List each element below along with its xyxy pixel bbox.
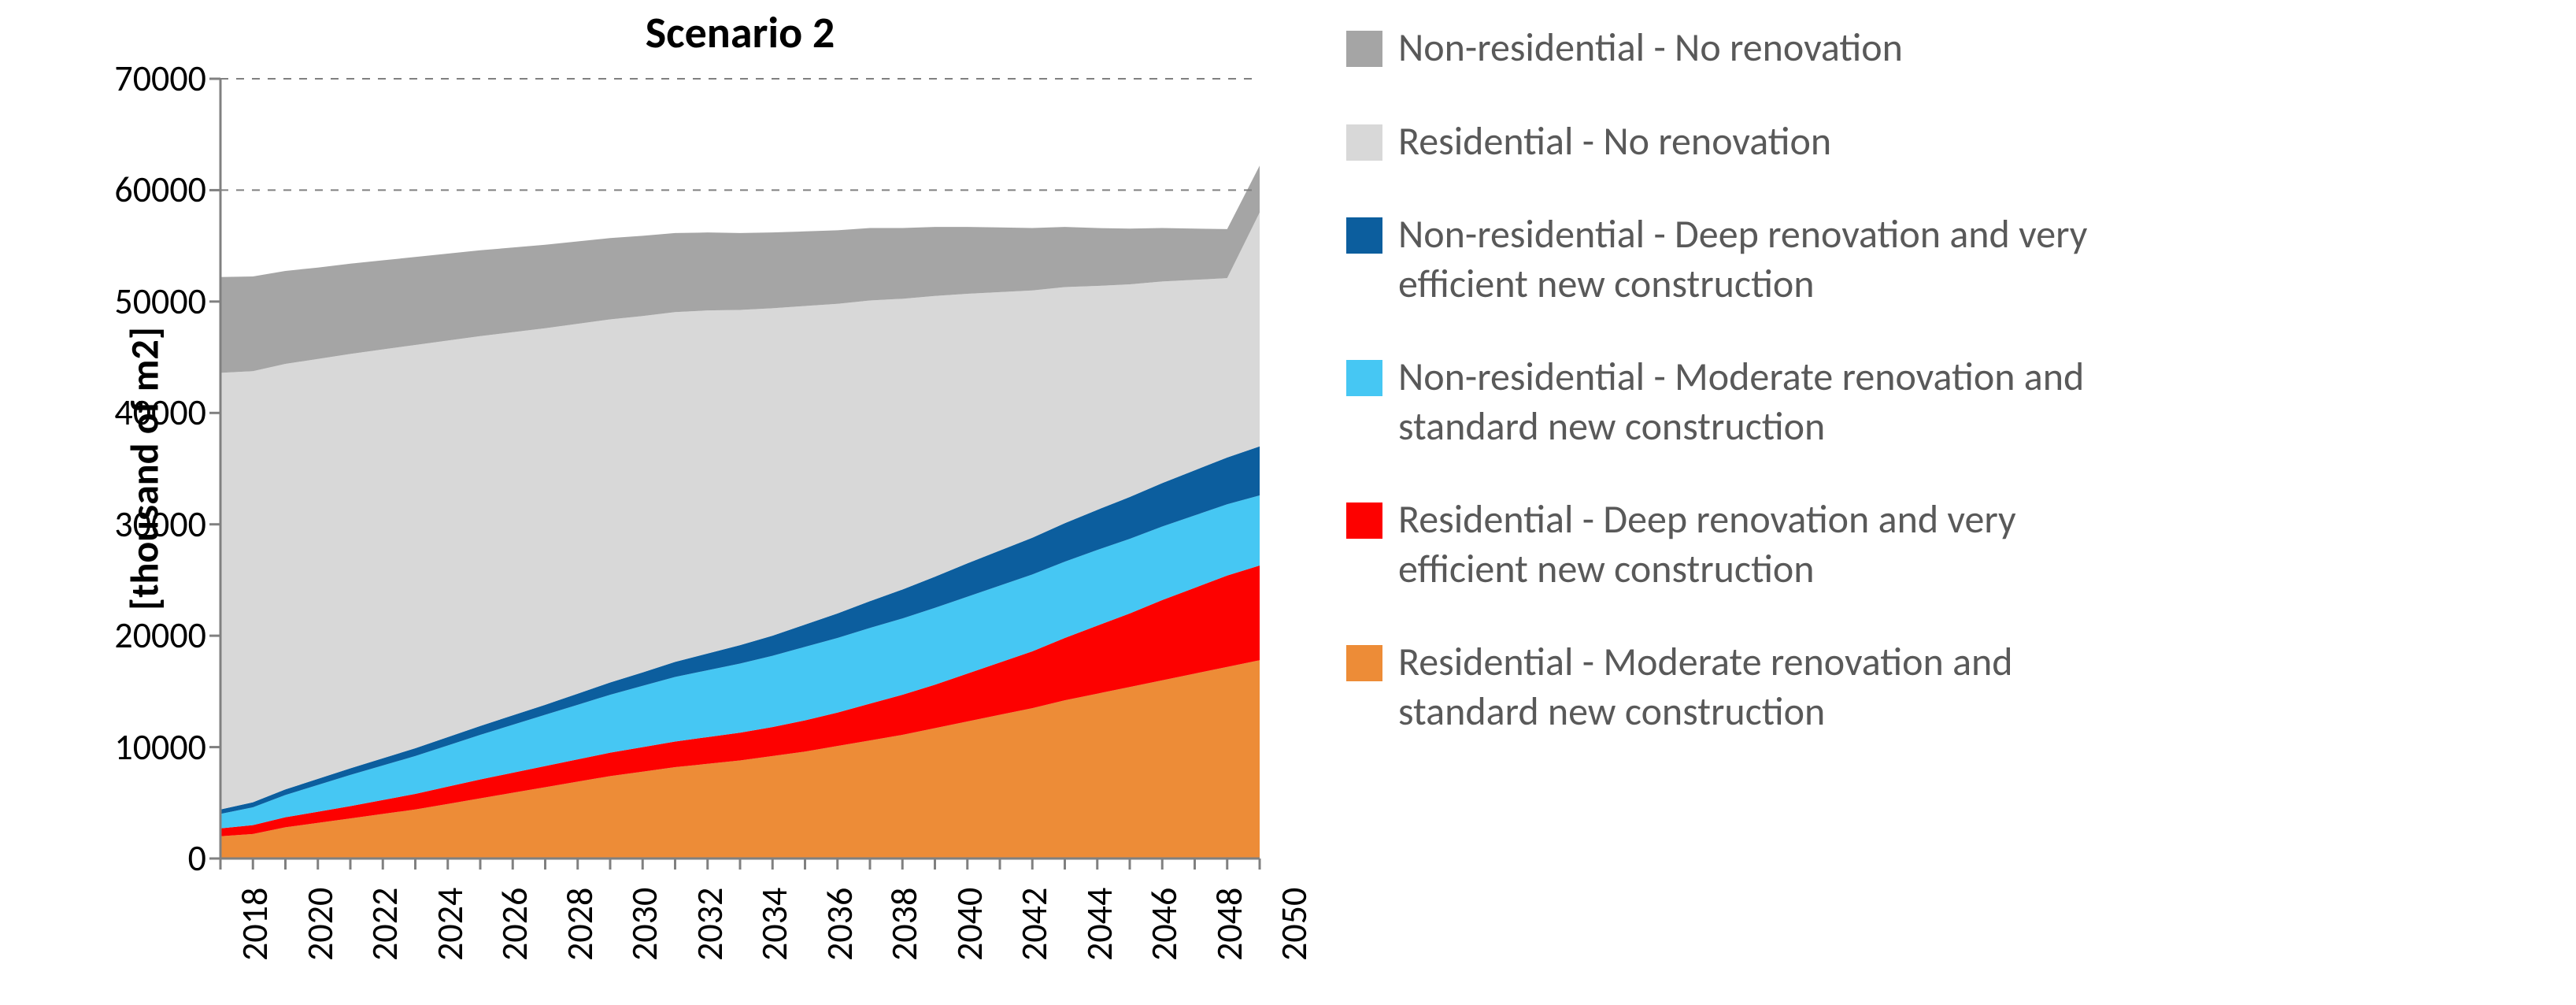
legend-label-line: efficient new construction [1398, 545, 2016, 595]
x-tick-label: 2028 [558, 888, 602, 961]
legend-label-line: Residential - Moderate renovation and [1398, 638, 2013, 688]
legend-swatch [1346, 217, 1382, 254]
y-tick-label: 70000 [114, 57, 206, 101]
legend-swatch [1346, 645, 1382, 681]
legend-label: Non-residential - No renovation [1398, 24, 1903, 73]
y-tick-label: 40000 [114, 391, 206, 435]
x-tick-label: 2026 [493, 888, 537, 961]
legend-label: Non-residential - Deep renovation and ve… [1398, 210, 2087, 309]
chart-panel: Scenario 2 [thousand of m2] 010000200003… [0, 0, 2576, 1005]
x-tick-label: 2046 [1142, 888, 1186, 961]
chart-svg [220, 79, 1260, 859]
legend-swatch [1346, 31, 1382, 67]
legend-label-line: Non-residential - Deep renovation and ve… [1398, 210, 2087, 260]
x-tick-label: 2034 [753, 888, 797, 961]
x-tick-label: 2018 [233, 888, 277, 961]
legend-label: Residential - Deep renovation and veryef… [1398, 495, 2016, 594]
legend-label-line: standard new construction [1398, 402, 2084, 452]
y-tick-label: 60000 [114, 168, 206, 212]
legend-swatch [1346, 502, 1382, 539]
x-tick-label: 2040 [948, 888, 992, 961]
y-tick-label: 30000 [114, 502, 206, 547]
legend-label-line: Non-residential - Moderate renovation an… [1398, 353, 2084, 402]
x-tick-label: 2032 [688, 888, 732, 961]
y-tick-label: 0 [188, 836, 206, 881]
legend-item-nonres_deep: Non-residential - Deep renovation and ve… [1346, 210, 2576, 309]
x-tick-label: 2022 [363, 888, 407, 961]
legend-label: Residential - No renovation [1398, 117, 1831, 167]
legend-swatch [1346, 124, 1382, 161]
y-axis-label: [thousand of m2] [120, 327, 168, 610]
legend-label: Non-residential - Moderate renovation an… [1398, 353, 2084, 451]
chart-area: Scenario 2 [thousand of m2] 010000200003… [0, 0, 1299, 1005]
x-tick-label: 2044 [1078, 888, 1122, 961]
legend: Non-residential - No renovation Residenti… [1299, 0, 2576, 1005]
legend-label: Residential - Moderate renovation andsta… [1398, 638, 2013, 736]
x-tick-label: 2048 [1208, 888, 1252, 961]
x-tick-label: 2024 [428, 888, 472, 961]
x-tick-label: 2030 [623, 888, 667, 961]
chart-title: Scenario 2 [0, 6, 1260, 60]
legend-label-line: Residential - No renovation [1398, 117, 1831, 167]
x-tick-label: 2050 [1272, 888, 1316, 961]
plot-region: 0100002000030000400005000060000700002018… [220, 79, 1260, 859]
x-tick-label: 2036 [818, 888, 862, 961]
legend-item-nonres_mod: Non-residential - Moderate renovation an… [1346, 353, 2576, 451]
legend-label-line: Residential - Deep renovation and very [1398, 495, 2016, 545]
legend-item-res_deep: Residential - Deep renovation and veryef… [1346, 495, 2576, 594]
legend-item-nonres_no: Non-residential - No renovation [1346, 24, 2576, 73]
legend-swatch [1346, 360, 1382, 396]
y-tick-label: 10000 [114, 725, 206, 770]
x-tick-label: 2042 [1012, 888, 1057, 961]
legend-label-line: efficient new construction [1398, 260, 2087, 310]
y-tick-label: 50000 [114, 280, 206, 324]
y-tick-label: 20000 [114, 614, 206, 658]
x-tick-label: 2020 [298, 888, 342, 961]
legend-item-res_no: Residential - No renovation [1346, 117, 2576, 167]
legend-item-res_mod: Residential - Moderate renovation andsta… [1346, 638, 2576, 736]
legend-label-line: standard new construction [1398, 688, 2013, 737]
legend-label-line: Non-residential - No renovation [1398, 24, 1903, 73]
x-tick-label: 2038 [883, 888, 927, 961]
